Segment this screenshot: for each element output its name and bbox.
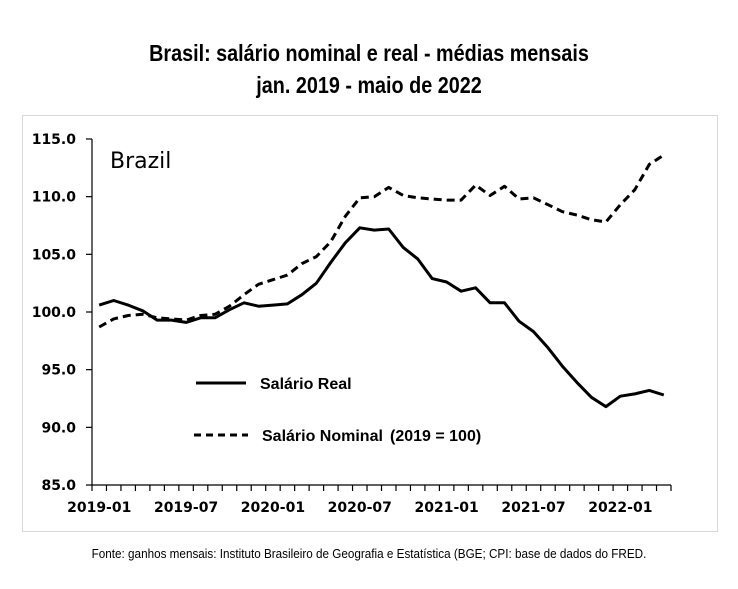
x-tick-label: 2021-07	[501, 500, 565, 516]
chart-subtitle: jan. 2019 - maio de 2022	[256, 72, 482, 98]
source-note: Fonte: ganhos mensais: Instituto Brasile…	[91, 546, 647, 561]
y-tick-label: 105.0	[32, 247, 77, 263]
series-group	[98, 153, 665, 409]
legend-label-base: (2019 = 100)	[390, 428, 481, 445]
series-line-nominal	[98, 153, 665, 329]
y-tick-label: 95.0	[41, 363, 76, 379]
x-tick-label: 2021-01	[415, 500, 479, 516]
chart-frame	[22, 115, 718, 532]
y-tick-label: 110.0	[32, 190, 77, 206]
x-tick-label: 2022-01	[588, 500, 652, 516]
chart-title: Brasil: salário nominal e real - médias …	[149, 40, 589, 66]
y-tick-label: 85.0	[41, 478, 76, 494]
x-tick-label: 2019-01	[67, 500, 131, 516]
y-tick-label: 115.0	[32, 132, 77, 148]
chart-annotation: Brazil	[110, 149, 171, 174]
y-tick-label: 90.0	[41, 420, 76, 436]
legend-label-nominal: Salário Nominal	[262, 428, 383, 445]
x-axis-ticks: 2019-01 2019-07 2020-01 2020-07 2021-01 2021-…	[67, 485, 672, 516]
y-axis-ticks: 85.0 90.0 95.0 100.0 105.0 110.0 115.0	[32, 132, 92, 494]
y-tick-label: 100.0	[32, 305, 77, 321]
series-line-real	[98, 226, 665, 409]
legend-label-real: Salário Real	[260, 376, 352, 393]
x-tick-label: 2020-07	[328, 500, 392, 516]
legend: Salário Real Salário Nominal (2019 = 100…	[194, 376, 481, 445]
x-tick-label: 2020-01	[241, 500, 305, 516]
x-tick-label: 2019-07	[154, 500, 218, 516]
